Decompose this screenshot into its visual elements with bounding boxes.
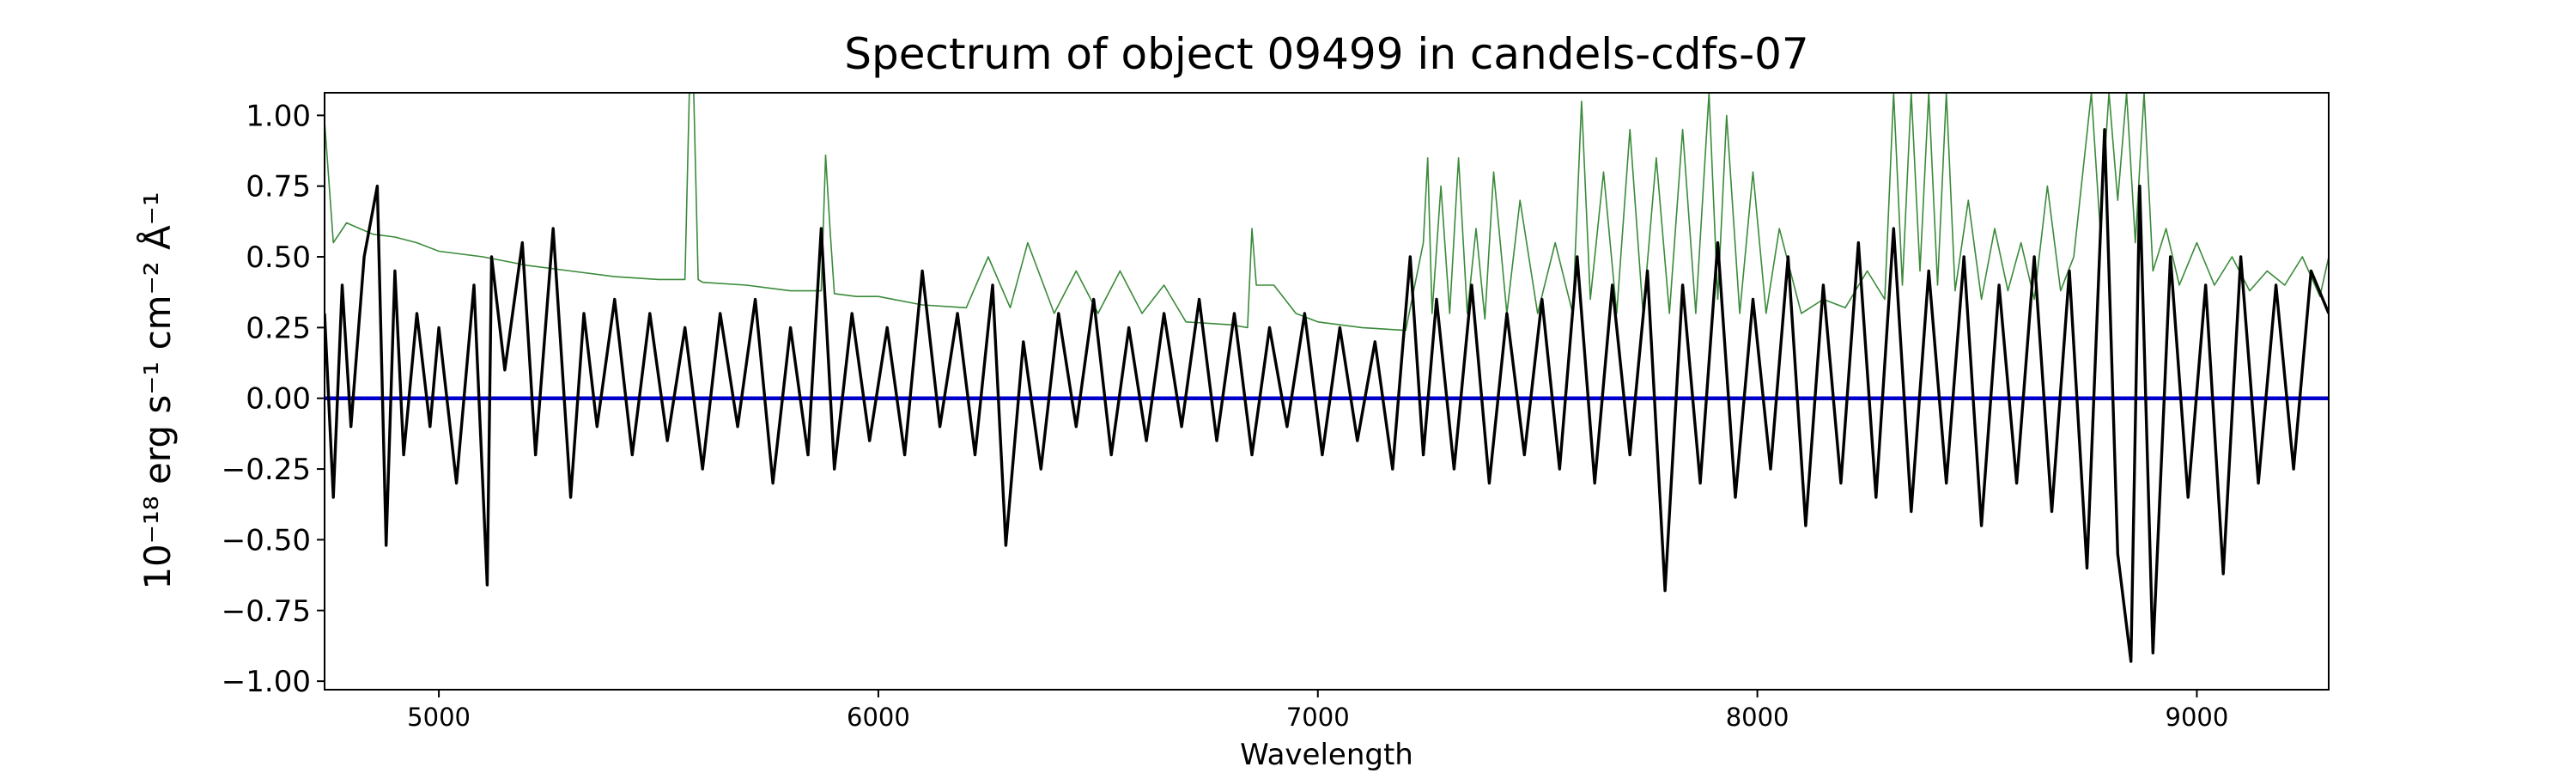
y-tick-label: 0.75: [246, 170, 311, 204]
y-axis-label: 10⁻¹⁸ erg s⁻¹ cm⁻² Å⁻¹: [136, 192, 179, 589]
x-tick-label: 7000: [1286, 703, 1350, 732]
x-axis-label: Wavelength: [1240, 738, 1413, 772]
series-line-error: [325, 93, 2329, 332]
plot-area: [325, 93, 2329, 663]
y-tick-label: 1.00: [246, 99, 311, 133]
y-tick-label: 0.00: [246, 382, 311, 417]
y-tick-label: −0.75: [222, 594, 311, 629]
y-tick-label: 0.25: [246, 311, 311, 345]
x-tick-label: 9000: [2166, 703, 2229, 732]
y-tick-label: 0.50: [246, 240, 311, 275]
x-tick-label: 5000: [407, 703, 471, 732]
x-tick-label: 8000: [1726, 703, 1789, 732]
series-line-flux: [325, 128, 2329, 663]
y-tick-label: −0.50: [222, 523, 311, 557]
chart-title: Spectrum of object 09499 in candels-cdfs…: [844, 29, 1809, 79]
x-tick-label: 6000: [847, 703, 910, 732]
y-tick-label: −0.25: [222, 453, 311, 487]
axes-frame: [324, 92, 2330, 691]
axes: −1.00 −0.75 −0.50 −0.25 0.00 0.25 0.50 0.75 1.00…: [222, 92, 2330, 732]
y-tick-label: −1.00: [222, 665, 311, 699]
